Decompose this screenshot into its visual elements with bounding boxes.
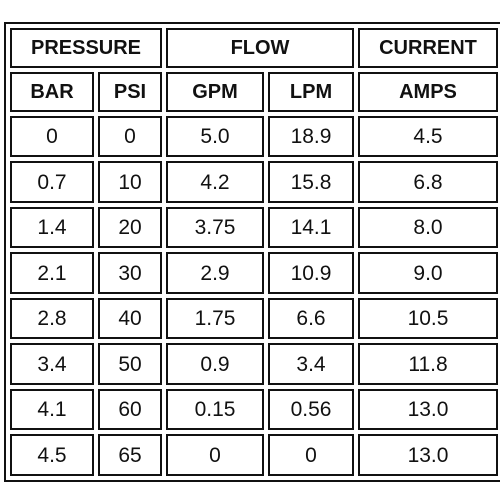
pressure-group-header: PRESSURE: [10, 28, 162, 68]
psi-cell: 30: [98, 252, 162, 294]
table-row: 0.7 10 4.2 15.8 6.8: [10, 161, 498, 203]
bar-cell: 2.1: [10, 252, 94, 294]
psi-cell: 50: [98, 343, 162, 385]
psi-cell: 10: [98, 161, 162, 203]
gpm-cell: 3.75: [166, 206, 264, 249]
lpm-cell: 18.9: [268, 115, 354, 158]
bar-cell: 4.1: [10, 388, 94, 431]
table-row: 2.8 40 1.75 6.6 10.5: [10, 297, 498, 340]
bar-cell: 0: [10, 115, 94, 158]
bar-cell: 2.8: [10, 297, 94, 340]
psi-cell: 40: [98, 297, 162, 340]
table-row: 3.4 50 0.9 3.4 11.8: [10, 343, 498, 385]
table-row: 4.5 65 0 0 13.0: [10, 434, 498, 476]
gpm-cell: 0: [166, 434, 264, 476]
lpm-cell: 6.6: [268, 297, 354, 340]
current-group-header: CURRENT: [358, 28, 498, 68]
psi-column-header: PSI: [98, 71, 162, 112]
lpm-cell: 0: [268, 434, 354, 476]
amps-cell: 8.0: [358, 206, 498, 249]
amps-cell: 13.0: [358, 434, 498, 476]
table-row: 0 0 5.0 18.9 4.5: [10, 115, 498, 158]
bar-cell: 3.4: [10, 343, 94, 385]
amps-cell: 4.5: [358, 115, 498, 158]
gpm-cell: 5.0: [166, 115, 264, 158]
gpm-cell: 4.2: [166, 161, 264, 203]
bar-cell: 1.4: [10, 206, 94, 249]
gpm-cell: 2.9: [166, 252, 264, 294]
lpm-cell: 15.8: [268, 161, 354, 203]
column-header-row: BAR PSI GPM LPM AMPS: [10, 71, 498, 112]
psi-cell: 20: [98, 206, 162, 249]
gpm-cell: 1.75: [166, 297, 264, 340]
amps-cell: 13.0: [358, 388, 498, 431]
bar-cell: 0.7: [10, 161, 94, 203]
amps-column-header: AMPS: [358, 71, 498, 112]
table-row: 2.1 30 2.9 10.9 9.0: [10, 252, 498, 294]
amps-cell: 10.5: [358, 297, 498, 340]
table-body: PRESSURE FLOW CURRENT BAR PSI GPM LPM AM…: [10, 28, 498, 476]
lpm-cell: 0.56: [268, 388, 354, 431]
performance-table: PRESSURE FLOW CURRENT BAR PSI GPM LPM AM…: [4, 22, 500, 482]
gpm-column-header: GPM: [166, 71, 264, 112]
lpm-cell: 10.9: [268, 252, 354, 294]
amps-cell: 9.0: [358, 252, 498, 294]
gpm-cell: 0.15: [166, 388, 264, 431]
amps-cell: 6.8: [358, 161, 498, 203]
flow-group-header: FLOW: [166, 28, 354, 68]
lpm-cell: 14.1: [268, 206, 354, 249]
psi-cell: 60: [98, 388, 162, 431]
bar-cell: 4.5: [10, 434, 94, 476]
table-row: 1.4 20 3.75 14.1 8.0: [10, 206, 498, 249]
psi-cell: 65: [98, 434, 162, 476]
psi-cell: 0: [98, 115, 162, 158]
amps-cell: 11.8: [358, 343, 498, 385]
lpm-column-header: LPM: [268, 71, 354, 112]
gpm-cell: 0.9: [166, 343, 264, 385]
table-row: 4.1 60 0.15 0.56 13.0: [10, 388, 498, 431]
bar-column-header: BAR: [10, 71, 94, 112]
group-header-row: PRESSURE FLOW CURRENT: [10, 28, 498, 68]
lpm-cell: 3.4: [268, 343, 354, 385]
